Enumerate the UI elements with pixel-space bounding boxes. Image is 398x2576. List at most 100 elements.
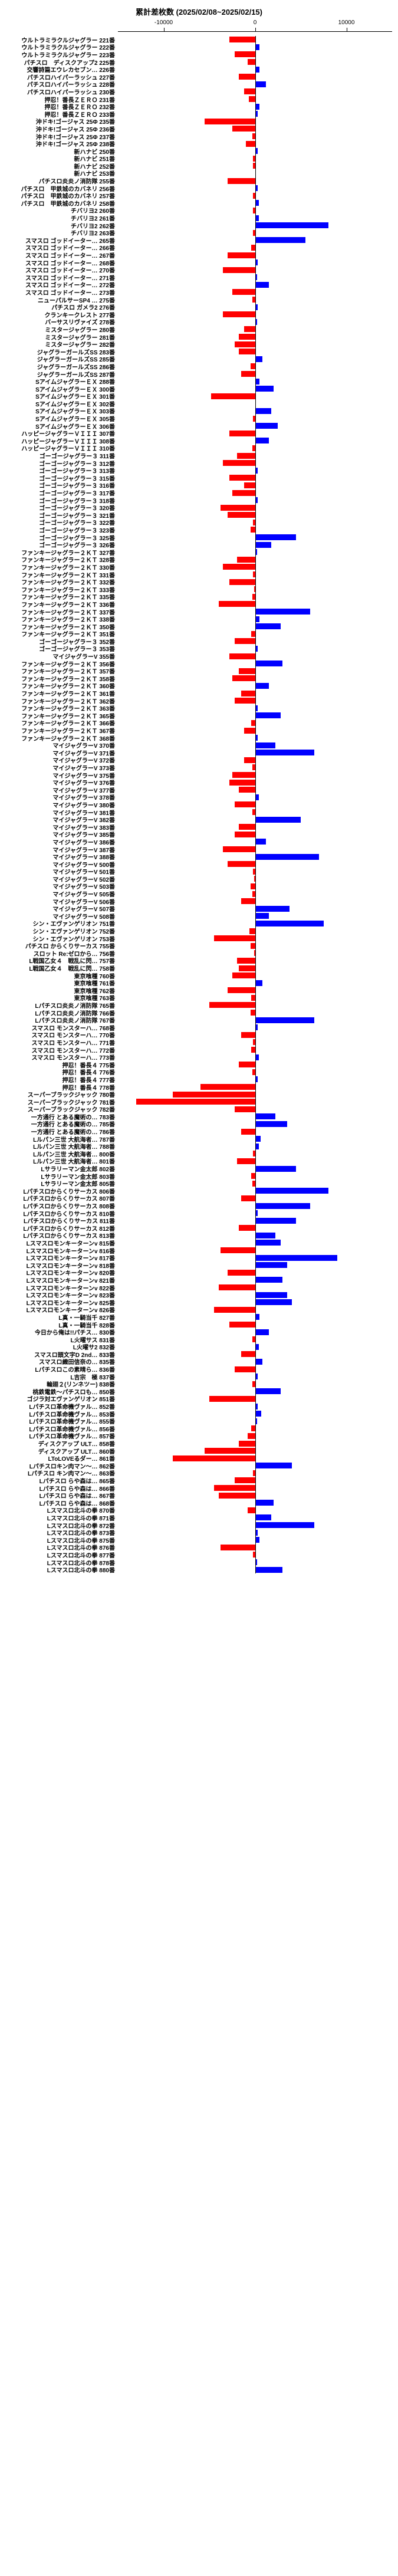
bar — [136, 1099, 255, 1105]
bar — [255, 661, 283, 666]
bar — [229, 653, 255, 659]
bar — [255, 423, 278, 429]
bar — [248, 1507, 255, 1513]
bar — [237, 1158, 255, 1164]
bar — [251, 1010, 255, 1016]
bar — [239, 787, 255, 793]
bar — [235, 1477, 255, 1483]
bar — [235, 1106, 255, 1112]
bar — [221, 1545, 255, 1550]
bar — [214, 935, 255, 941]
bar — [235, 1366, 255, 1372]
bar — [255, 1233, 275, 1238]
bar — [173, 1092, 255, 1098]
bar — [255, 1388, 281, 1394]
bar — [244, 482, 255, 488]
bar — [235, 341, 255, 347]
axis-tick — [164, 28, 165, 31]
bar — [223, 564, 255, 570]
bar — [214, 1307, 255, 1313]
bar — [223, 267, 255, 273]
bar — [255, 104, 260, 110]
bar — [241, 1351, 255, 1357]
bar — [255, 854, 320, 860]
bar — [221, 1247, 255, 1253]
chart-row: Lスマスロ北斗の拳 880番 — [6, 1566, 392, 1573]
bar — [241, 371, 255, 377]
bar — [239, 965, 255, 971]
bar — [255, 534, 297, 540]
bar — [255, 67, 260, 73]
bar — [255, 1255, 338, 1261]
bar — [255, 542, 272, 548]
bar — [255, 379, 260, 385]
bar — [255, 616, 260, 622]
bar — [255, 222, 328, 228]
bar — [239, 74, 255, 80]
bar — [239, 668, 255, 674]
bar — [200, 1084, 255, 1090]
bar — [239, 334, 255, 340]
bar — [255, 1166, 297, 1172]
bar — [228, 178, 255, 184]
bar — [255, 1522, 315, 1528]
bar — [248, 59, 255, 65]
bar — [239, 1441, 255, 1447]
bar — [255, 1314, 260, 1320]
bar — [255, 1299, 292, 1305]
bar — [241, 1032, 255, 1038]
bar — [255, 609, 310, 615]
bar — [249, 928, 255, 934]
bar — [205, 1448, 255, 1454]
axis-area: -10000010000 — [118, 19, 392, 36]
bar — [251, 943, 255, 949]
bar — [244, 728, 255, 734]
bar — [228, 861, 255, 867]
bar — [255, 408, 272, 414]
bar — [255, 386, 274, 392]
zero-baseline — [255, 36, 256, 1573]
axis-tick-label: -10000 — [154, 19, 173, 26]
bar — [241, 1195, 255, 1201]
bar — [255, 683, 269, 689]
rows-area: ウルトラミラクルジャグラー 221番ウルトラミラクルジャグラー 222番ウルトラ… — [6, 36, 392, 1573]
bar — [255, 1463, 292, 1468]
bar — [244, 326, 255, 332]
bar — [255, 1017, 315, 1023]
bar — [255, 1218, 297, 1224]
bar — [248, 1433, 255, 1439]
bar — [249, 96, 255, 102]
bar — [235, 51, 255, 57]
bar — [255, 839, 267, 845]
row-label: Lスマスロ北斗の拳 880番 — [6, 1565, 118, 1574]
bar — [255, 237, 305, 243]
bar — [235, 638, 255, 644]
bar — [228, 1270, 255, 1276]
bar — [228, 252, 255, 258]
bar — [209, 1002, 255, 1008]
bar — [232, 972, 255, 978]
bar — [255, 1359, 262, 1365]
bar — [239, 824, 255, 830]
bar — [255, 282, 269, 288]
bar — [211, 393, 255, 399]
bar — [255, 1292, 287, 1298]
bar — [232, 772, 255, 778]
bar — [241, 1129, 255, 1135]
bar — [255, 906, 290, 912]
chart-container: 累計差枚数 (2025/02/08~2025/02/15) -100000100… — [6, 6, 392, 1573]
bar — [255, 913, 269, 919]
bar — [255, 44, 260, 50]
bar — [255, 750, 315, 755]
bar — [209, 1396, 255, 1402]
bar — [237, 958, 255, 964]
bar — [241, 898, 255, 904]
bar — [239, 1062, 255, 1067]
bar — [255, 623, 281, 629]
bar — [255, 1500, 274, 1506]
axis-tick-label: 0 — [254, 19, 257, 26]
bar — [232, 675, 255, 681]
bar — [255, 1203, 310, 1209]
bar — [255, 1262, 287, 1268]
bar — [255, 817, 301, 823]
